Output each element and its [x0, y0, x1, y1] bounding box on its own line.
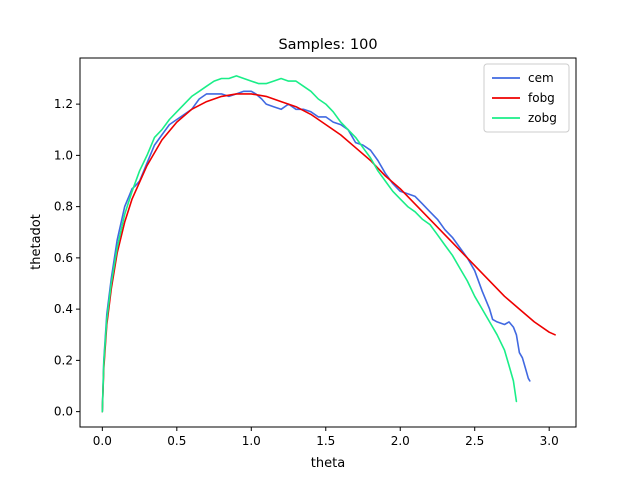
y-tick-label: 0.2	[54, 353, 73, 367]
chart-title: Samples: 100	[278, 37, 377, 53]
x-tick-label: 2.5	[465, 434, 484, 448]
y-tick-label: 1.0	[54, 148, 73, 162]
x-tick-label: 1.0	[242, 434, 261, 448]
x-tick-label: 3.0	[540, 434, 559, 448]
y-tick-label: 0.4	[54, 302, 73, 316]
y-tick-label: 0.6	[54, 251, 73, 265]
y-axis: 0.0 0.2 0.4 0.6 0.8 1.0 1.2	[54, 97, 80, 419]
series-line-zobg	[101, 75, 518, 413]
series-line-fobg	[101, 93, 556, 413]
x-tick-label: 0.0	[93, 434, 112, 448]
y-tick-label: 0.8	[54, 200, 73, 214]
x-axis: 0.0 0.5 1.0 1.5 2.0 2.5 3.0	[93, 427, 559, 448]
legend: cem fobg zobg	[483, 63, 570, 133]
x-tick-label: 1.5	[316, 434, 335, 448]
axes-frame	[79, 57, 577, 428]
y-tick-label: 0.0	[54, 405, 73, 419]
x-axis-label: theta	[311, 456, 345, 471]
series-line-cem	[101, 90, 531, 413]
series-layer	[101, 75, 556, 413]
y-axis-label: thetadot	[29, 214, 44, 270]
y-tick-label: 1.2	[54, 97, 73, 111]
legend-label-fobg: fobg	[528, 91, 555, 105]
legend-box	[483, 63, 570, 133]
x-tick-label: 0.5	[167, 434, 186, 448]
legend-label-zobg: zobg	[528, 111, 557, 125]
x-tick-label: 2.0	[391, 434, 410, 448]
legend-label-cem: cem	[528, 71, 554, 85]
